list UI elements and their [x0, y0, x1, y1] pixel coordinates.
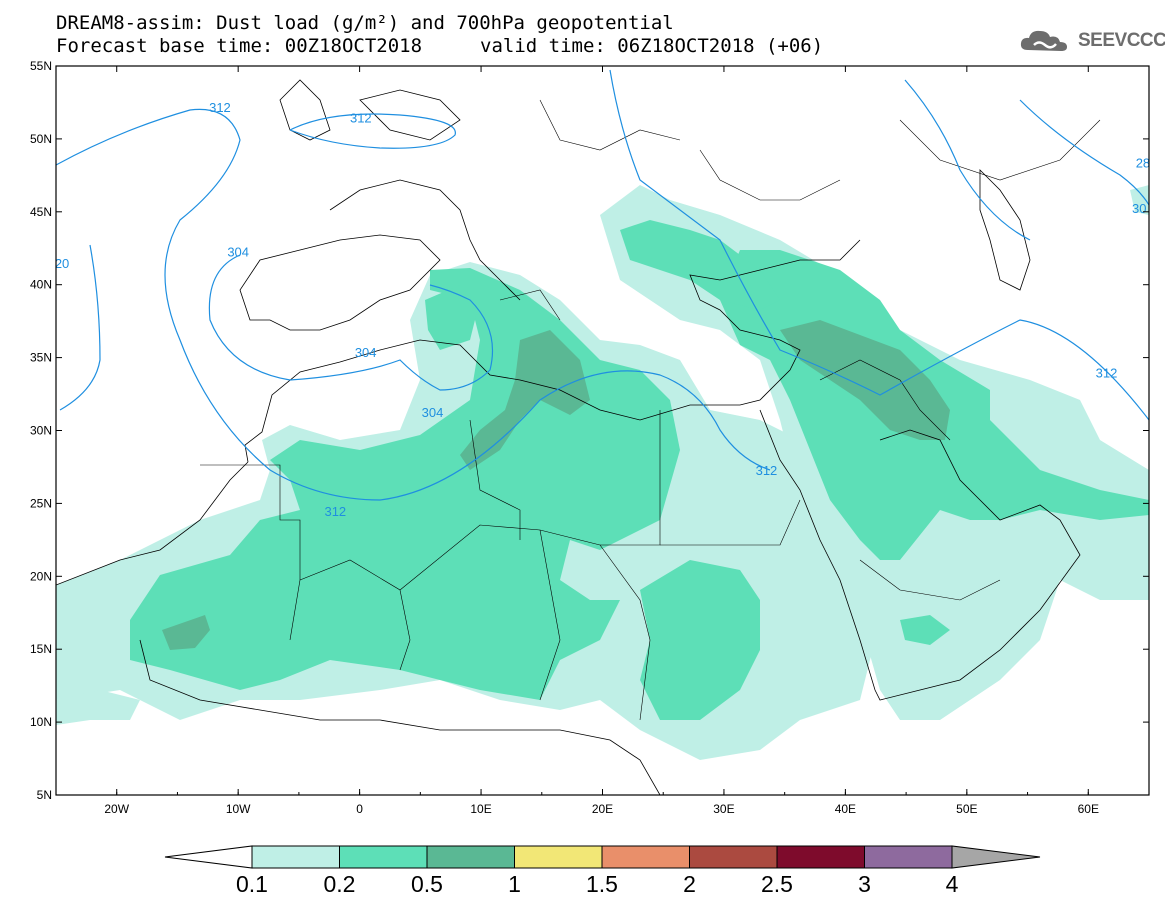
seevccc-logo: SEEVCCC: [1018, 26, 1165, 56]
colorbar-label: 1.5: [586, 871, 618, 897]
contour-label: 312: [209, 100, 231, 115]
colorbar-under-arrow: [164, 845, 253, 869]
base-time: Forecast base time: 00Z18OCT2018: [56, 35, 423, 57]
colorbar-swatch: [251, 845, 340, 869]
lat-tick-label: 5N: [37, 788, 52, 802]
colorbar: 0.1 0.2 0.5 1 1.5 2 2.5 3 4: [164, 845, 1041, 897]
contour-label: 312: [756, 463, 778, 478]
lat-tick-label: 15N: [30, 642, 52, 656]
logo-text: SEEVCCC: [1078, 30, 1165, 51]
dust-level-0-5: [162, 320, 950, 650]
lon-tick-label: 10W: [226, 802, 251, 816]
lon-tick-label: 20W: [104, 802, 129, 816]
lon-tick-label: 20E: [592, 802, 613, 816]
colorbar-swatch: [601, 845, 690, 869]
lat-tick-label: 45N: [30, 205, 52, 219]
valid-time: valid time: 06Z18OCT2018 (+06): [480, 35, 824, 57]
dust-shading-layer: [56, 185, 1149, 760]
lat-tick-label: 20N: [30, 569, 52, 583]
lat-tick-label: 40N: [30, 278, 52, 292]
colorbar-swatch: [776, 845, 865, 869]
colorbar-swatch: [339, 845, 428, 869]
contour-label: 304: [227, 245, 249, 260]
lon-tick-label: 30E: [713, 802, 734, 816]
contour-labels: 312 312 304 304 304 312 312 312 20 28 30: [55, 100, 1150, 519]
colorbar-label: 0.2: [324, 871, 356, 897]
contour-label: 304: [422, 405, 444, 420]
contour-label: 20: [55, 256, 69, 271]
lon-tick-label: 0: [356, 802, 363, 816]
colorbar-label: 0.1: [236, 871, 268, 897]
colorbar-label: 0.5: [411, 871, 443, 897]
contour-label: 312: [350, 110, 372, 125]
contour-label: 304: [355, 345, 377, 360]
lat-tick-label: 25N: [30, 496, 52, 510]
country-borders: [200, 99, 1101, 721]
lon-tick-label: 40E: [835, 802, 856, 816]
colorbar-over-arrow: [951, 845, 1041, 869]
contour-label: 312: [1096, 366, 1118, 381]
lat-tick-label: 55N: [30, 59, 52, 73]
colorbar-label: 2.5: [761, 871, 793, 897]
contour-label: 312: [324, 504, 346, 519]
lon-tick-label: 60E: [1078, 802, 1099, 816]
map-title: DREAM8-assim: Dust load (g/m²) and 700hP…: [56, 12, 674, 34]
colorbar-label: 3: [858, 871, 871, 897]
colorbar-label: 4: [946, 871, 959, 897]
coastlines: [56, 79, 1081, 795]
lat-tick-label: 10N: [30, 715, 52, 729]
colorbar-label: 2: [683, 871, 696, 897]
lon-tick-label: 10E: [470, 802, 491, 816]
forecast-time-line: Forecast base time: 00Z18OCT2018 valid ti…: [56, 35, 823, 57]
geopotential-contours: [56, 69, 1149, 501]
contour-label: 30: [1132, 201, 1146, 216]
lat-tick-label: 30N: [30, 424, 52, 438]
colorbar-swatch: [689, 845, 778, 869]
colorbar-swatch: [864, 845, 953, 869]
colorbar-swatch: [426, 845, 515, 869]
lon-tick-label: 50E: [956, 802, 977, 816]
lat-tick-label: 35N: [30, 351, 52, 365]
contour-label: 28: [1136, 156, 1150, 171]
colorbar-swatch: [514, 845, 603, 869]
latitude-axis: 55N 50N 45N 40N 35N 30N 25N 20N 15N 10N 5N: [30, 59, 1149, 802]
longitude-axis: 20W 10W 0 10E 20E 30E 40E 50E 60E: [55, 66, 1150, 816]
cloud-icon: [1020, 30, 1067, 51]
lat-tick-label: 50N: [30, 132, 52, 146]
colorbar-label: 1: [508, 871, 521, 897]
